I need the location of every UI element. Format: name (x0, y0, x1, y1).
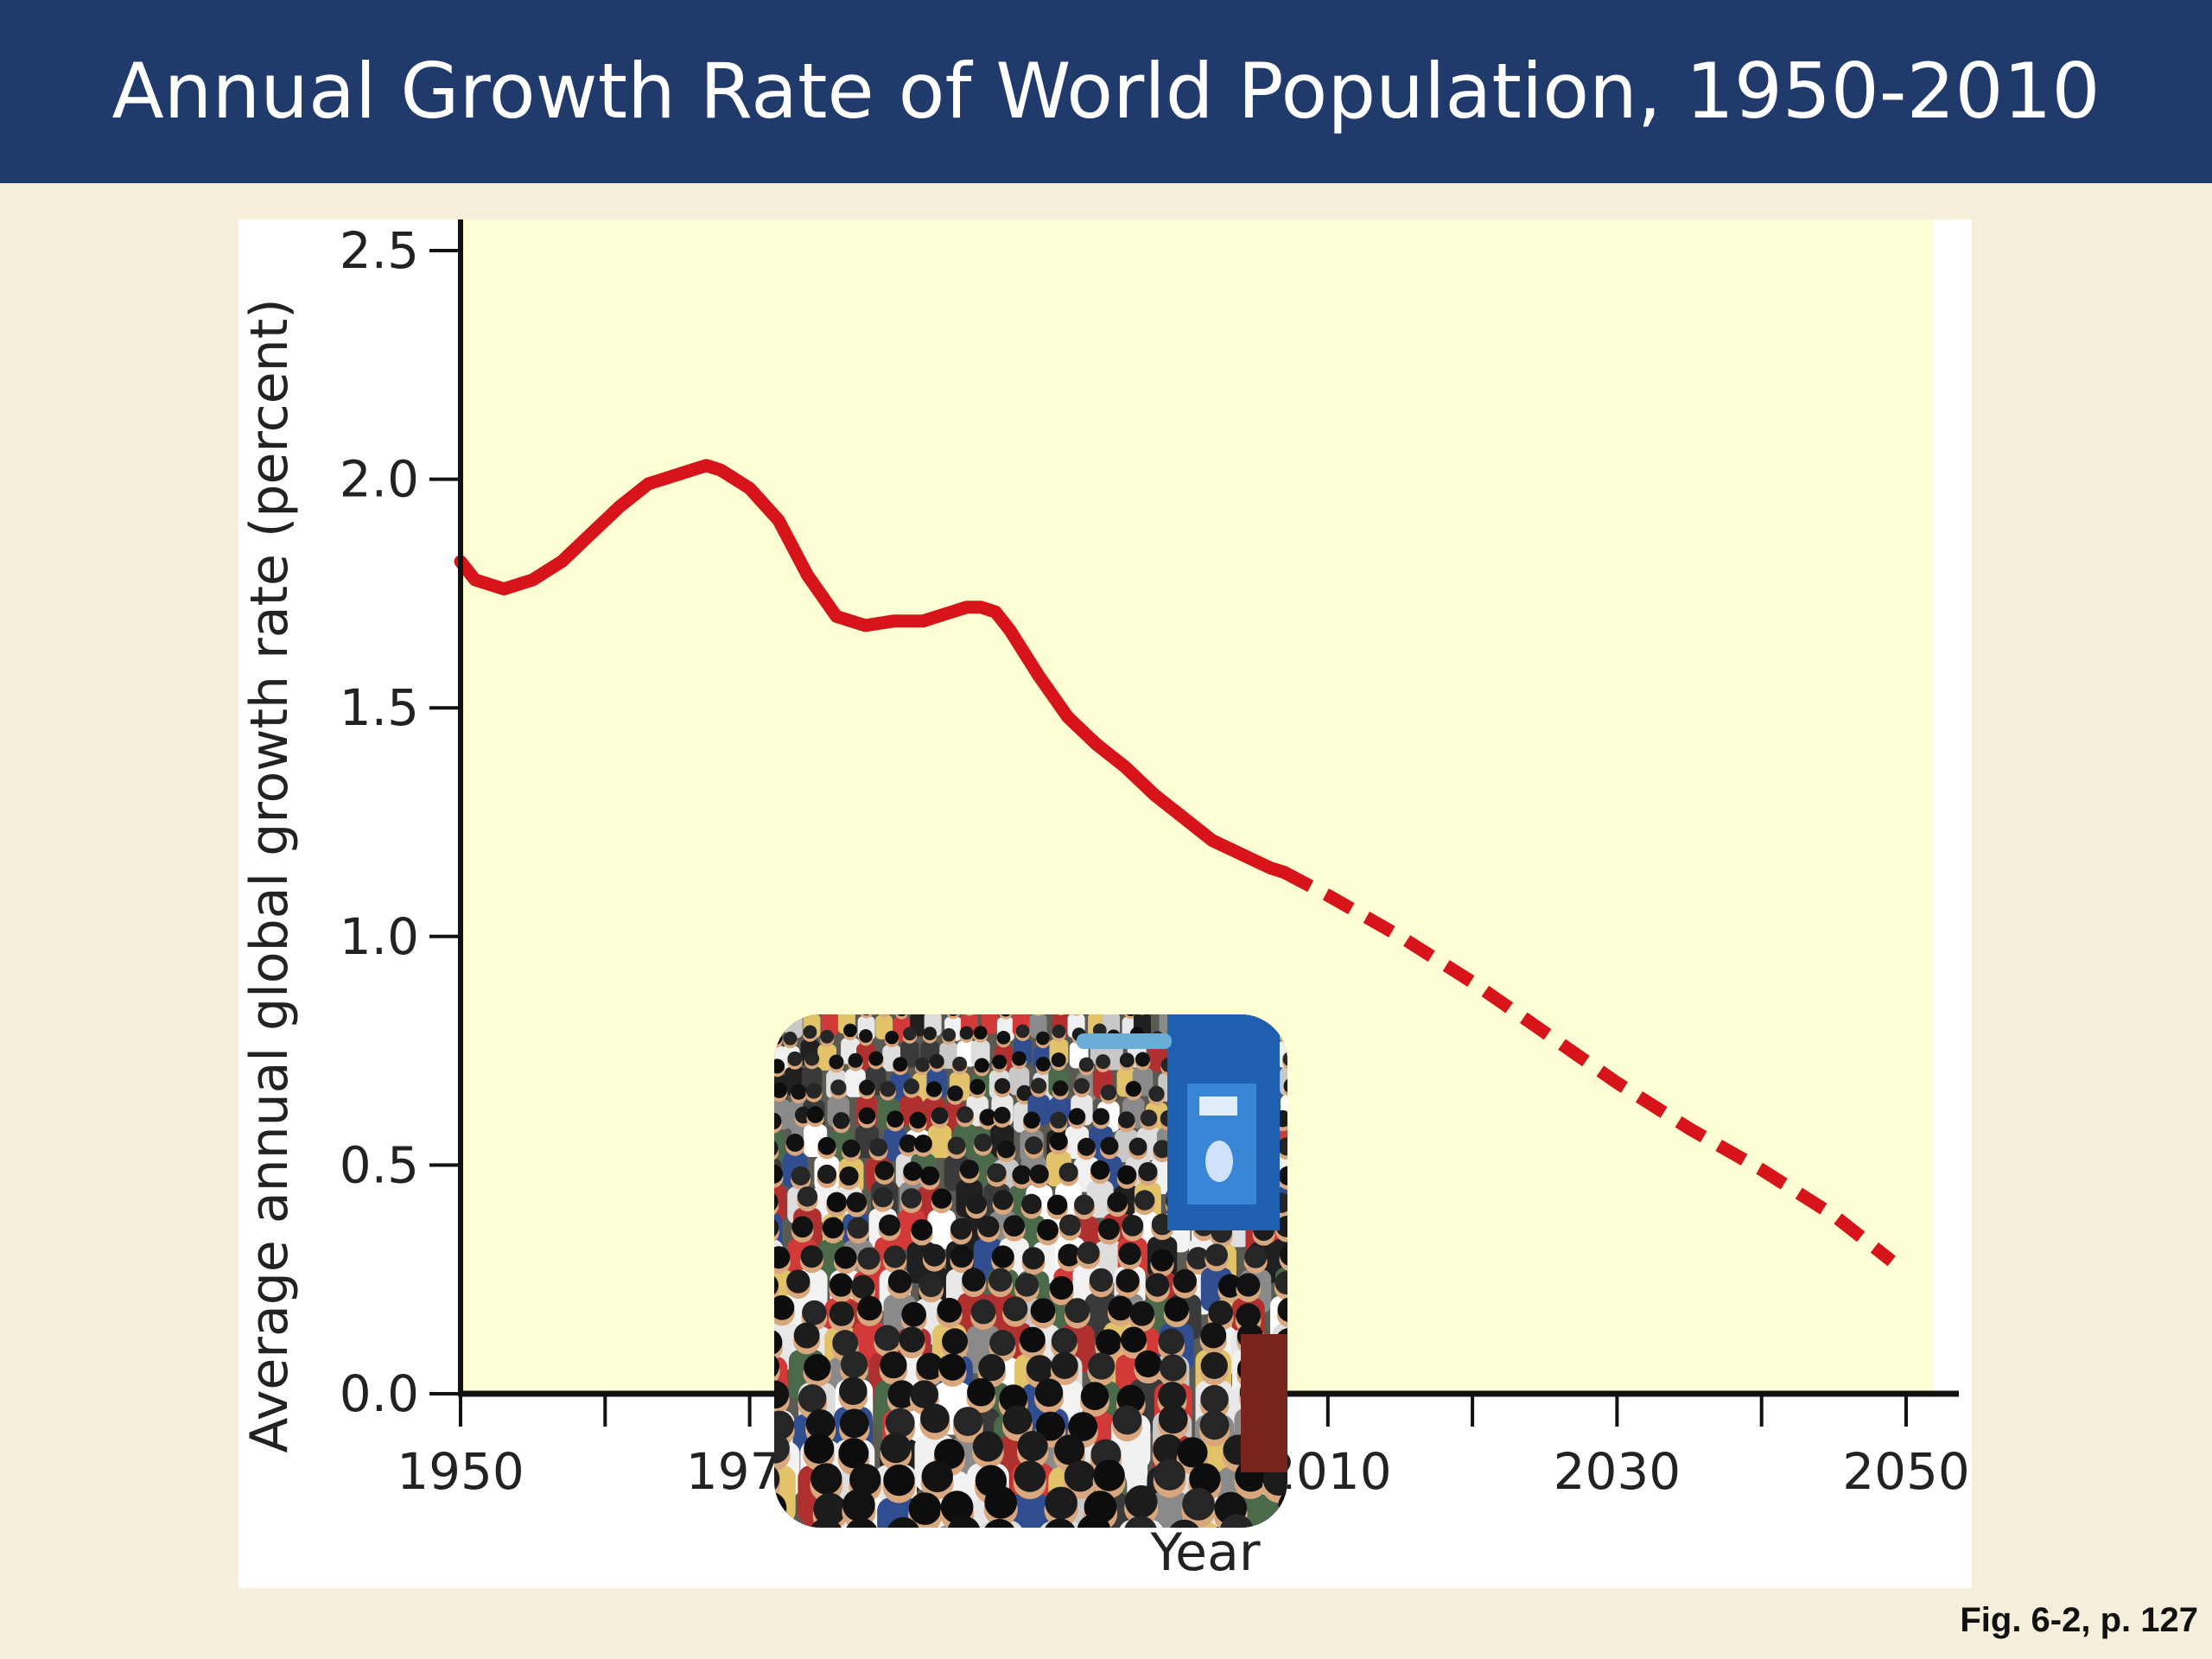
title-bar (0, 0, 2212, 183)
chart-panel: 0.00.51.01.52.02.51950197019902010203020… (238, 219, 1972, 1588)
historical-growth-line (454, 459, 1292, 880)
y-tick-label: 0.0 (340, 1364, 419, 1423)
y-tick-label: 2.5 (340, 221, 419, 280)
x-tick-label: 2030 (1554, 1442, 1681, 1501)
y-tick-label: 2.0 (340, 450, 419, 509)
x-tick-label: 2050 (1842, 1442, 1970, 1501)
crowd-photo (774, 1014, 1287, 1528)
y-axis-title: Average annual global growth rate (perce… (239, 298, 300, 1452)
figure-caption: Fig. 6-2, p. 127 (1960, 1601, 2198, 1639)
projected-growth-line (1281, 867, 1896, 1267)
y-tick-label: 0.5 (340, 1135, 419, 1194)
y-tick-label: 1.5 (340, 678, 419, 737)
x-axis-title: Year (1149, 1522, 1260, 1583)
x-tick-label: 1950 (397, 1442, 524, 1501)
slide-title: Annual Growth Rate of World Population, … (111, 47, 2101, 136)
y-tick-label: 1.0 (340, 907, 419, 966)
